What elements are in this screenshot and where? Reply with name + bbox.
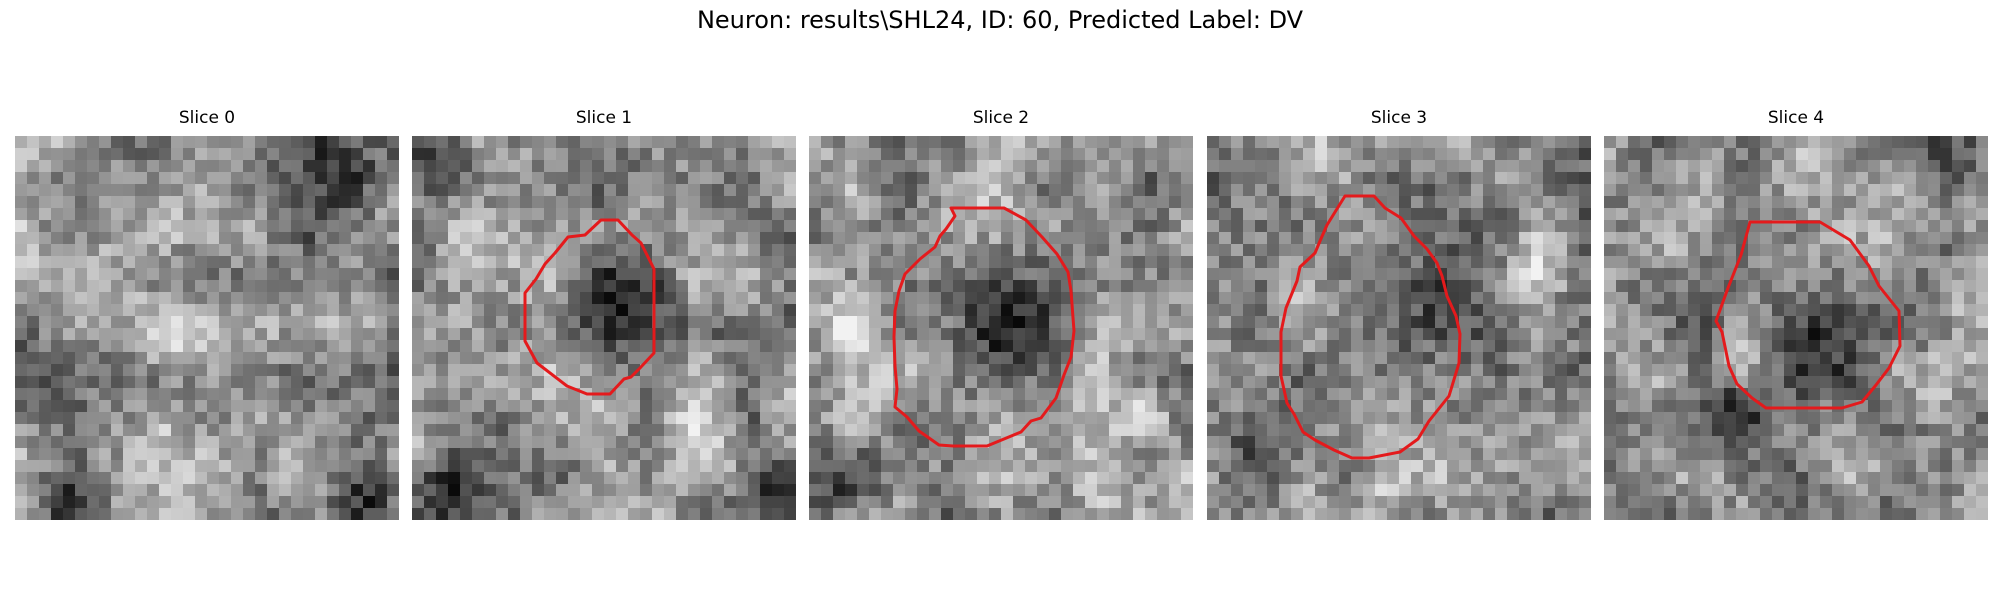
neuron-roi-contour: [523, 218, 656, 396]
slice-title: Slice 2: [972, 108, 1030, 128]
pixel-grid: [1207, 136, 1591, 520]
slice-panel: Slice 0: [15, 107, 399, 520]
slice-panel: Slice 4: [1604, 107, 1988, 520]
slice-panel: Slice 2: [809, 107, 1193, 520]
slice-title: Slice 1: [575, 108, 633, 128]
slice-title: Slice 3: [1370, 108, 1428, 128]
slice-image: [809, 136, 1193, 520]
slice-image: [1604, 136, 1988, 520]
pixel-grid: [809, 136, 1193, 520]
figure-title: Neuron: results\SHL24, ID: 60, Predicted…: [696, 6, 1304, 34]
slice-image: [412, 136, 796, 520]
slice-panel: Slice 1: [412, 107, 796, 520]
pixel-grid: [1604, 136, 1988, 520]
neuron-roi-contour: [1714, 220, 1902, 410]
slice-image: [1207, 136, 1591, 520]
neuron-roi-contour: [892, 206, 1076, 448]
slice-title: Slice 4: [1767, 108, 1825, 128]
slice-panel: Slice 3: [1207, 107, 1591, 520]
neuron-roi-contour: [1279, 194, 1462, 460]
slice-title: Slice 0: [178, 108, 236, 128]
pixel-grid: [15, 136, 399, 520]
pixel-grid: [412, 136, 796, 520]
slice-image: [15, 136, 399, 520]
